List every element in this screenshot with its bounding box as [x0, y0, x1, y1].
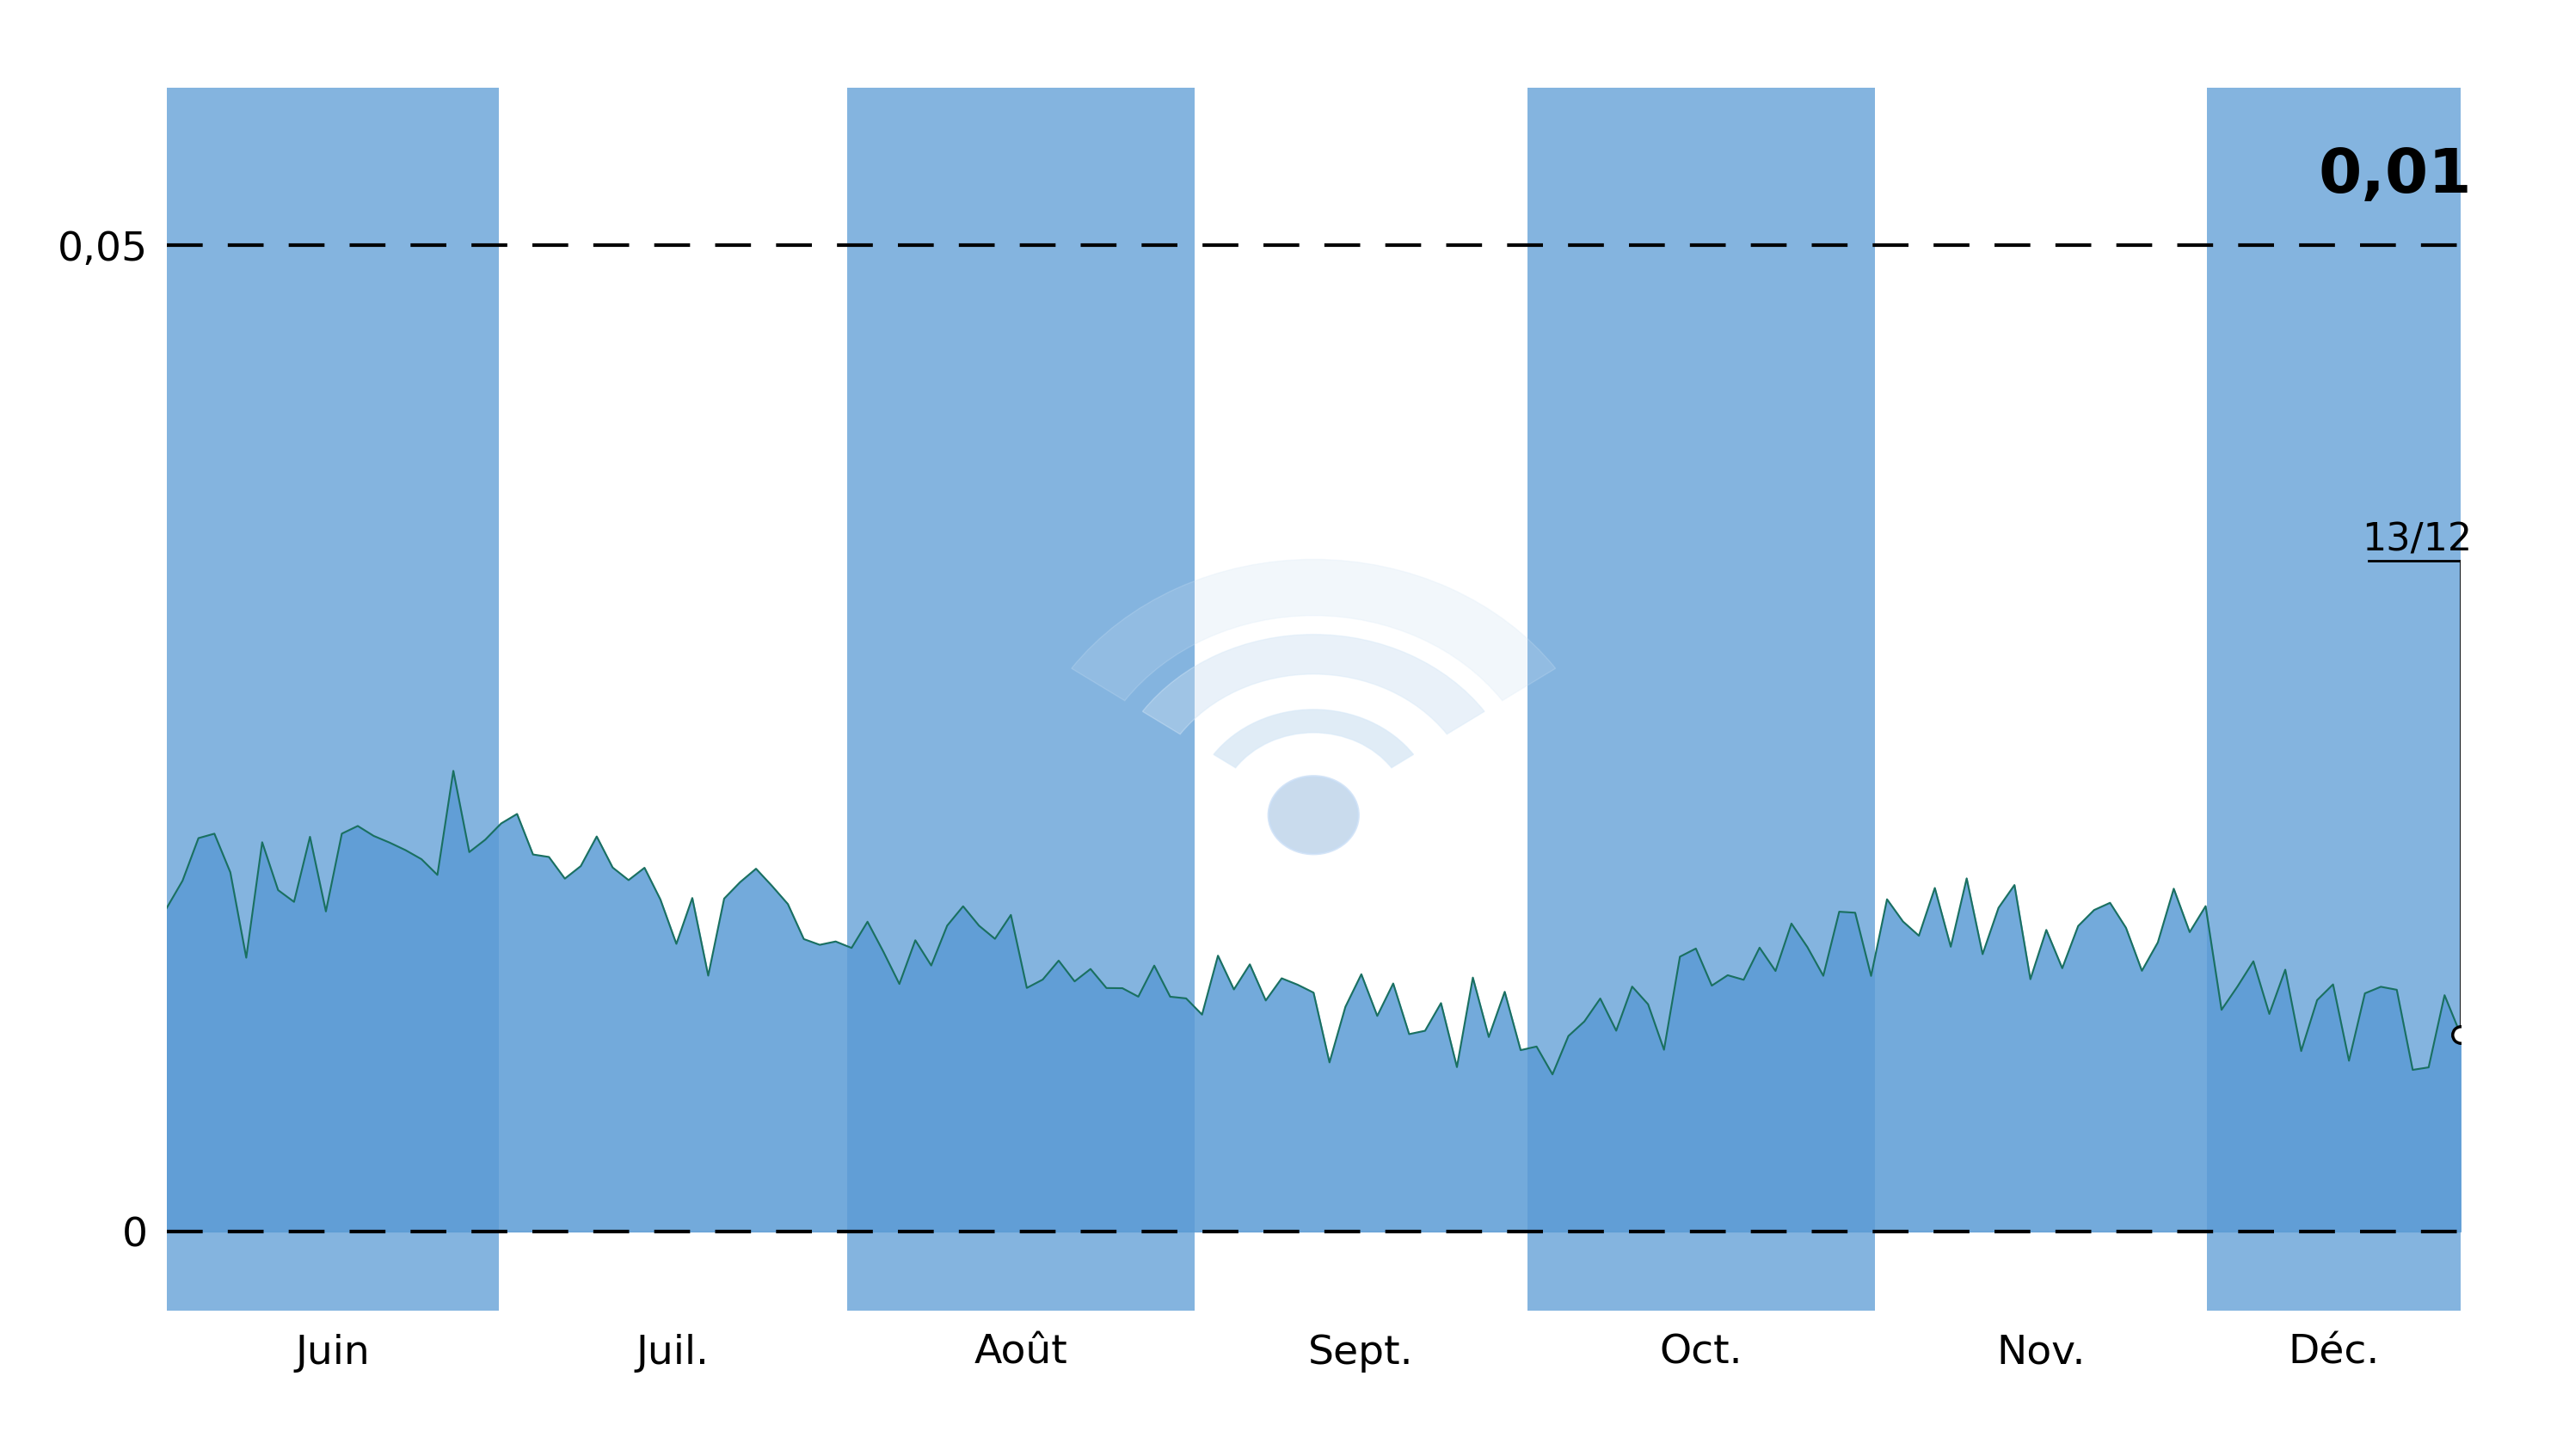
Bar: [167, 87, 500, 1310]
Bar: [1528, 87, 1876, 1310]
Wedge shape: [1071, 559, 1556, 700]
Bar: [2207, 87, 2460, 1310]
Wedge shape: [1212, 709, 1415, 767]
Wedge shape: [1143, 635, 1484, 734]
Circle shape: [1269, 776, 1358, 855]
Text: 13/12: 13/12: [2361, 521, 2471, 558]
Text: 0,01: 0,01: [2320, 147, 2471, 205]
Text: ENERGISME: ENERGISME: [969, 23, 1594, 115]
Bar: [846, 87, 1194, 1310]
